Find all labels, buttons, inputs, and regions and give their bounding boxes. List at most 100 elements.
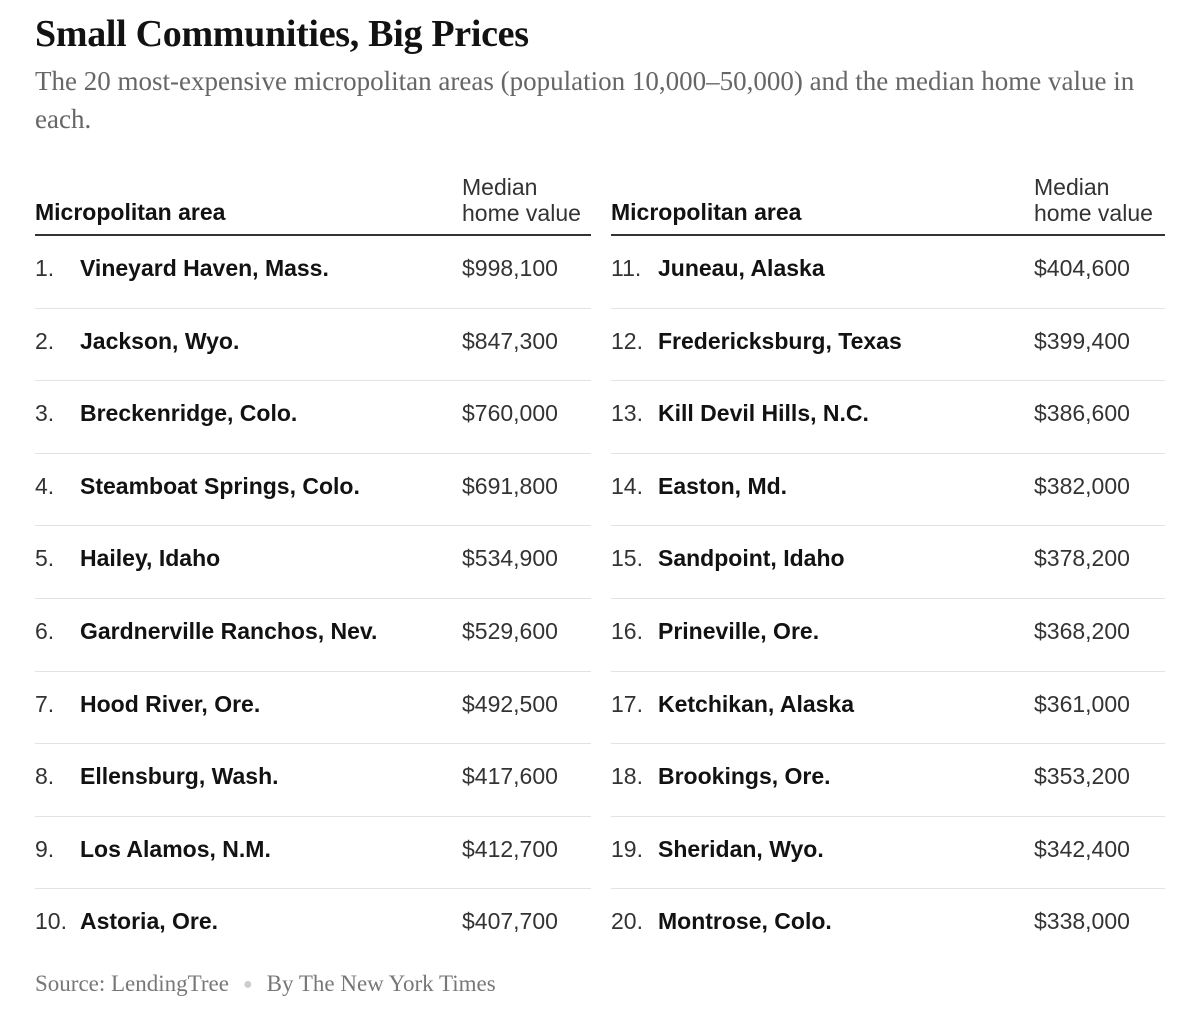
row-home-value: $760,000 <box>462 400 558 427</box>
row-home-value: $378,200 <box>1034 545 1130 572</box>
table-row: 4. Steamboat Springs, Colo. $691,800 <box>35 454 591 527</box>
separator-dot-icon: ● <box>242 976 253 993</box>
row-area-name: Montrose, Colo. <box>658 908 832 935</box>
row-home-value: $353,200 <box>1034 763 1130 790</box>
source-credit: Source: LendingTree <box>35 971 229 996</box>
column-header-value: Median home value <box>1034 174 1153 226</box>
table-row: 20. Montrose, Colo. $338,000 <box>611 889 1165 961</box>
row-area-name: Brookings, Ore. <box>658 763 831 790</box>
row-home-value: $399,400 <box>1034 327 1130 354</box>
source-footer: Source: LendingTree ● By The New York Time… <box>35 971 496 997</box>
row-rank: 6. <box>35 617 55 644</box>
row-home-value: $368,200 <box>1034 617 1130 644</box>
table-row: 9. Los Alamos, N.M. $412,700 <box>35 817 591 890</box>
row-area-name: Ketchikan, Alaska <box>658 690 855 717</box>
row-home-value: $847,300 <box>462 327 558 354</box>
row-rank: 16. <box>611 617 643 644</box>
table-body-left: 1. Vineyard Haven, Mass. $998,100 2. Jackson… <box>35 236 591 961</box>
row-home-value: $382,000 <box>1034 472 1130 499</box>
row-area-name: Jackson, Wyo. <box>80 327 240 354</box>
row-home-value: $404,600 <box>1034 255 1130 281</box>
column-header-value-line1: Median <box>1034 174 1110 200</box>
row-area-name: Astoria, Ore. <box>80 908 219 935</box>
table-row: 11. Juneau, Alaska $404,600 <box>611 236 1165 309</box>
row-home-value: $361,000 <box>1034 690 1130 717</box>
table-row: 13. Kill Devil Hills, N.C. $386,600 <box>611 381 1165 454</box>
row-rank: 5. <box>35 545 55 572</box>
byline: By The New York Times <box>266 971 496 996</box>
table-row: 5. Hailey, Idaho $534,900 <box>35 526 591 599</box>
row-rank: 14. <box>611 472 643 499</box>
row-rank: 9. <box>35 835 55 862</box>
row-home-value: $342,400 <box>1034 835 1130 862</box>
column-header-area: Micropolitan area <box>611 199 802 225</box>
row-home-value: $412,700 <box>462 835 558 862</box>
row-rank: 7. <box>35 690 55 717</box>
row-rank: 12. <box>611 327 643 354</box>
row-rank: 17. <box>611 690 643 717</box>
table-row: 15. Sandpoint, Idaho $378,200 <box>611 526 1165 599</box>
table-row: 7. Hood River, Ore. $492,500 <box>35 672 591 745</box>
table-row: 10. Astoria, Ore. $407,700 <box>35 889 591 961</box>
row-area-name: Hailey, Idaho <box>80 545 221 572</box>
row-area-name: Kill Devil Hills, N.C. <box>658 400 869 427</box>
page-title: Small Communities, Big Prices <box>35 13 529 55</box>
row-area-name: Sheridan, Wyo. <box>658 835 824 862</box>
table-row: 12. Fredericksburg, Texas $399,400 <box>611 309 1165 382</box>
row-home-value: $407,700 <box>462 908 558 935</box>
row-rank: 13. <box>611 400 643 427</box>
row-rank: 11. <box>611 255 642 281</box>
table-header: Micropolitan area Median home value <box>611 170 1165 236</box>
row-home-value: $691,800 <box>462 472 558 499</box>
row-area-name: Ellensburg, Wash. <box>80 763 279 790</box>
row-area-name: Vineyard Haven, Mass. <box>80 255 329 281</box>
row-rank: 19. <box>611 835 643 862</box>
table-row: 1. Vineyard Haven, Mass. $998,100 <box>35 236 591 309</box>
table-row: 3. Breckenridge, Colo. $760,000 <box>35 381 591 454</box>
row-rank: 1. <box>35 255 55 281</box>
row-rank: 2. <box>35 327 55 354</box>
table-row: 6. Gardnerville Ranchos, Nev. $529,600 <box>35 599 591 672</box>
row-area-name: Prineville, Ore. <box>658 617 820 644</box>
page-subtitle: The 20 most-expensive micropolitan areas… <box>35 66 1135 134</box>
column-header-value: Median home value <box>462 174 581 226</box>
table-row: 17. Ketchikan, Alaska $361,000 <box>611 672 1165 745</box>
row-area-name: Sandpoint, Idaho <box>658 545 845 572</box>
row-rank: 15. <box>611 545 643 572</box>
column-header-value-line2: home value <box>1034 200 1153 226</box>
row-area-name: Hood River, Ore. <box>80 690 261 717</box>
table-row: 8. Ellensburg, Wash. $417,600 <box>35 744 591 817</box>
row-rank: 8. <box>35 763 55 790</box>
table-left-panel: Micropolitan area Median home value 1. Vi… <box>35 170 591 961</box>
row-home-value: $529,600 <box>462 617 558 644</box>
column-header-value-line2: home value <box>462 200 581 226</box>
column-header-value-line1: Median <box>462 174 538 200</box>
row-rank: 4. <box>35 472 55 499</box>
row-area-name: Gardnerville Ranchos, Nev. <box>80 617 378 644</box>
row-area-name: Juneau, Alaska <box>658 255 825 281</box>
row-home-value: $534,900 <box>462 545 558 572</box>
table-row: 2. Jackson, Wyo. $847,300 <box>35 309 591 382</box>
row-home-value: $386,600 <box>1034 400 1130 427</box>
row-home-value: $492,500 <box>462 690 558 717</box>
table-row: 14. Easton, Md. $382,000 <box>611 454 1165 527</box>
table-row: 16. Prineville, Ore. $368,200 <box>611 599 1165 672</box>
row-home-value: $338,000 <box>1034 908 1130 935</box>
table-right-panel: Micropolitan area Median home value 11. J… <box>611 170 1165 961</box>
table-body-right: 11. Juneau, Alaska $404,600 12. Fredericksbu… <box>611 236 1165 961</box>
row-rank: 3. <box>35 400 55 427</box>
column-header-area: Micropolitan area <box>35 199 226 225</box>
row-home-value: $998,100 <box>462 255 558 281</box>
table-row: 19. Sheridan, Wyo. $342,400 <box>611 817 1165 890</box>
row-area-name: Los Alamos, N.M. <box>80 835 271 862</box>
table-row: 18. Brookings, Ore. $353,200 <box>611 744 1165 817</box>
row-home-value: $417,600 <box>462 763 558 790</box>
row-area-name: Fredericksburg, Texas <box>658 327 902 354</box>
row-rank: 10. <box>35 908 67 935</box>
row-rank: 20. <box>611 908 643 935</box>
row-area-name: Steamboat Springs, Colo. <box>80 472 360 499</box>
row-area-name: Breckenridge, Colo. <box>80 400 298 427</box>
row-area-name: Easton, Md. <box>658 472 788 499</box>
table-header: Micropolitan area Median home value <box>35 170 591 236</box>
row-rank: 18. <box>611 763 643 790</box>
